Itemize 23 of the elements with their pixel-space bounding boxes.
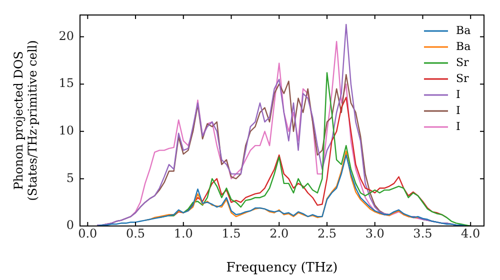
legend-label: Ba bbox=[456, 40, 472, 53]
x-tick-label: 1.5 bbox=[222, 226, 241, 240]
x-axis-title: Frequency (THz) bbox=[226, 260, 338, 276]
y-tick-label: 0 bbox=[66, 218, 74, 232]
x-tick-label: 3.0 bbox=[365, 226, 384, 240]
x-tick-label: 4.0 bbox=[461, 226, 480, 240]
legend-label: I bbox=[456, 104, 460, 117]
x-tick-label: 2.0 bbox=[270, 226, 289, 240]
legend-label: I bbox=[456, 88, 460, 101]
legend-label: Sr bbox=[456, 72, 470, 85]
x-tick-label: 1.0 bbox=[174, 226, 193, 240]
x-tick-label: 0.0 bbox=[78, 226, 98, 240]
y-axis-title: Phonon projected DOS (States/THz·primitive cell) bbox=[11, 40, 40, 201]
y-tick-label: 5 bbox=[66, 170, 74, 185]
legend-label: Ba bbox=[456, 24, 472, 37]
x-tick-label: 2.5 bbox=[317, 226, 337, 240]
x-tick-label: 0.5 bbox=[126, 226, 146, 240]
y-tick-label: 15 bbox=[58, 76, 74, 90]
legend-label: Sr bbox=[456, 56, 470, 69]
x-tick-label: 3.5 bbox=[413, 226, 432, 240]
y-tick-label: 20 bbox=[58, 28, 74, 43]
legend-label: I bbox=[456, 120, 460, 133]
y-tick-label: 10 bbox=[58, 124, 74, 138]
